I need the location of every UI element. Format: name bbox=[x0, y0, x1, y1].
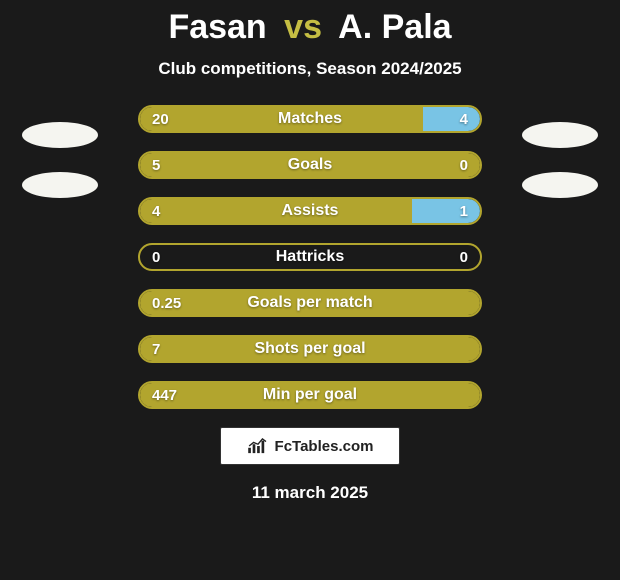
stat-row: 41Assists bbox=[138, 197, 482, 225]
team-logo-left-1 bbox=[20, 115, 100, 155]
stat-row: 50Goals bbox=[138, 151, 482, 179]
team-logo-right-2 bbox=[520, 165, 600, 205]
vs-separator: vs bbox=[284, 8, 322, 46]
stat-label: Min per goal bbox=[140, 383, 480, 407]
brand-chart-icon bbox=[247, 438, 269, 454]
brand-text: FcTables.com bbox=[275, 438, 374, 455]
subtitle: Club competitions, Season 2024/2025 bbox=[0, 59, 620, 79]
stat-row: 447Min per goal bbox=[138, 381, 482, 409]
stats-bars: 204Matches 50Goals 41Assists 00Hattricks 0.2… bbox=[138, 105, 482, 409]
brand-badge: FcTables.com bbox=[220, 427, 400, 465]
stat-row: 00Hattricks bbox=[138, 243, 482, 271]
stat-label: Goals per match bbox=[140, 291, 480, 315]
stat-label: Assists bbox=[140, 199, 480, 223]
team-logo-right-1 bbox=[520, 115, 600, 155]
player1-name: Fasan bbox=[168, 8, 266, 46]
stat-label: Hattricks bbox=[140, 245, 480, 269]
stat-row: 0.25Goals per match bbox=[138, 289, 482, 317]
stat-label: Goals bbox=[140, 153, 480, 177]
stat-label: Matches bbox=[140, 107, 480, 131]
comparison-title: Fasan vs A. Pala bbox=[0, 0, 620, 47]
date-label: 11 march 2025 bbox=[0, 483, 620, 503]
stat-row: 204Matches bbox=[138, 105, 482, 133]
stats-area: 204Matches 50Goals 41Assists 00Hattricks 0.2… bbox=[0, 105, 620, 409]
player2-name: A. Pala bbox=[338, 8, 451, 46]
stat-label: Shots per goal bbox=[140, 337, 480, 361]
team-logo-left-2 bbox=[20, 165, 100, 205]
stat-row: 7Shots per goal bbox=[138, 335, 482, 363]
